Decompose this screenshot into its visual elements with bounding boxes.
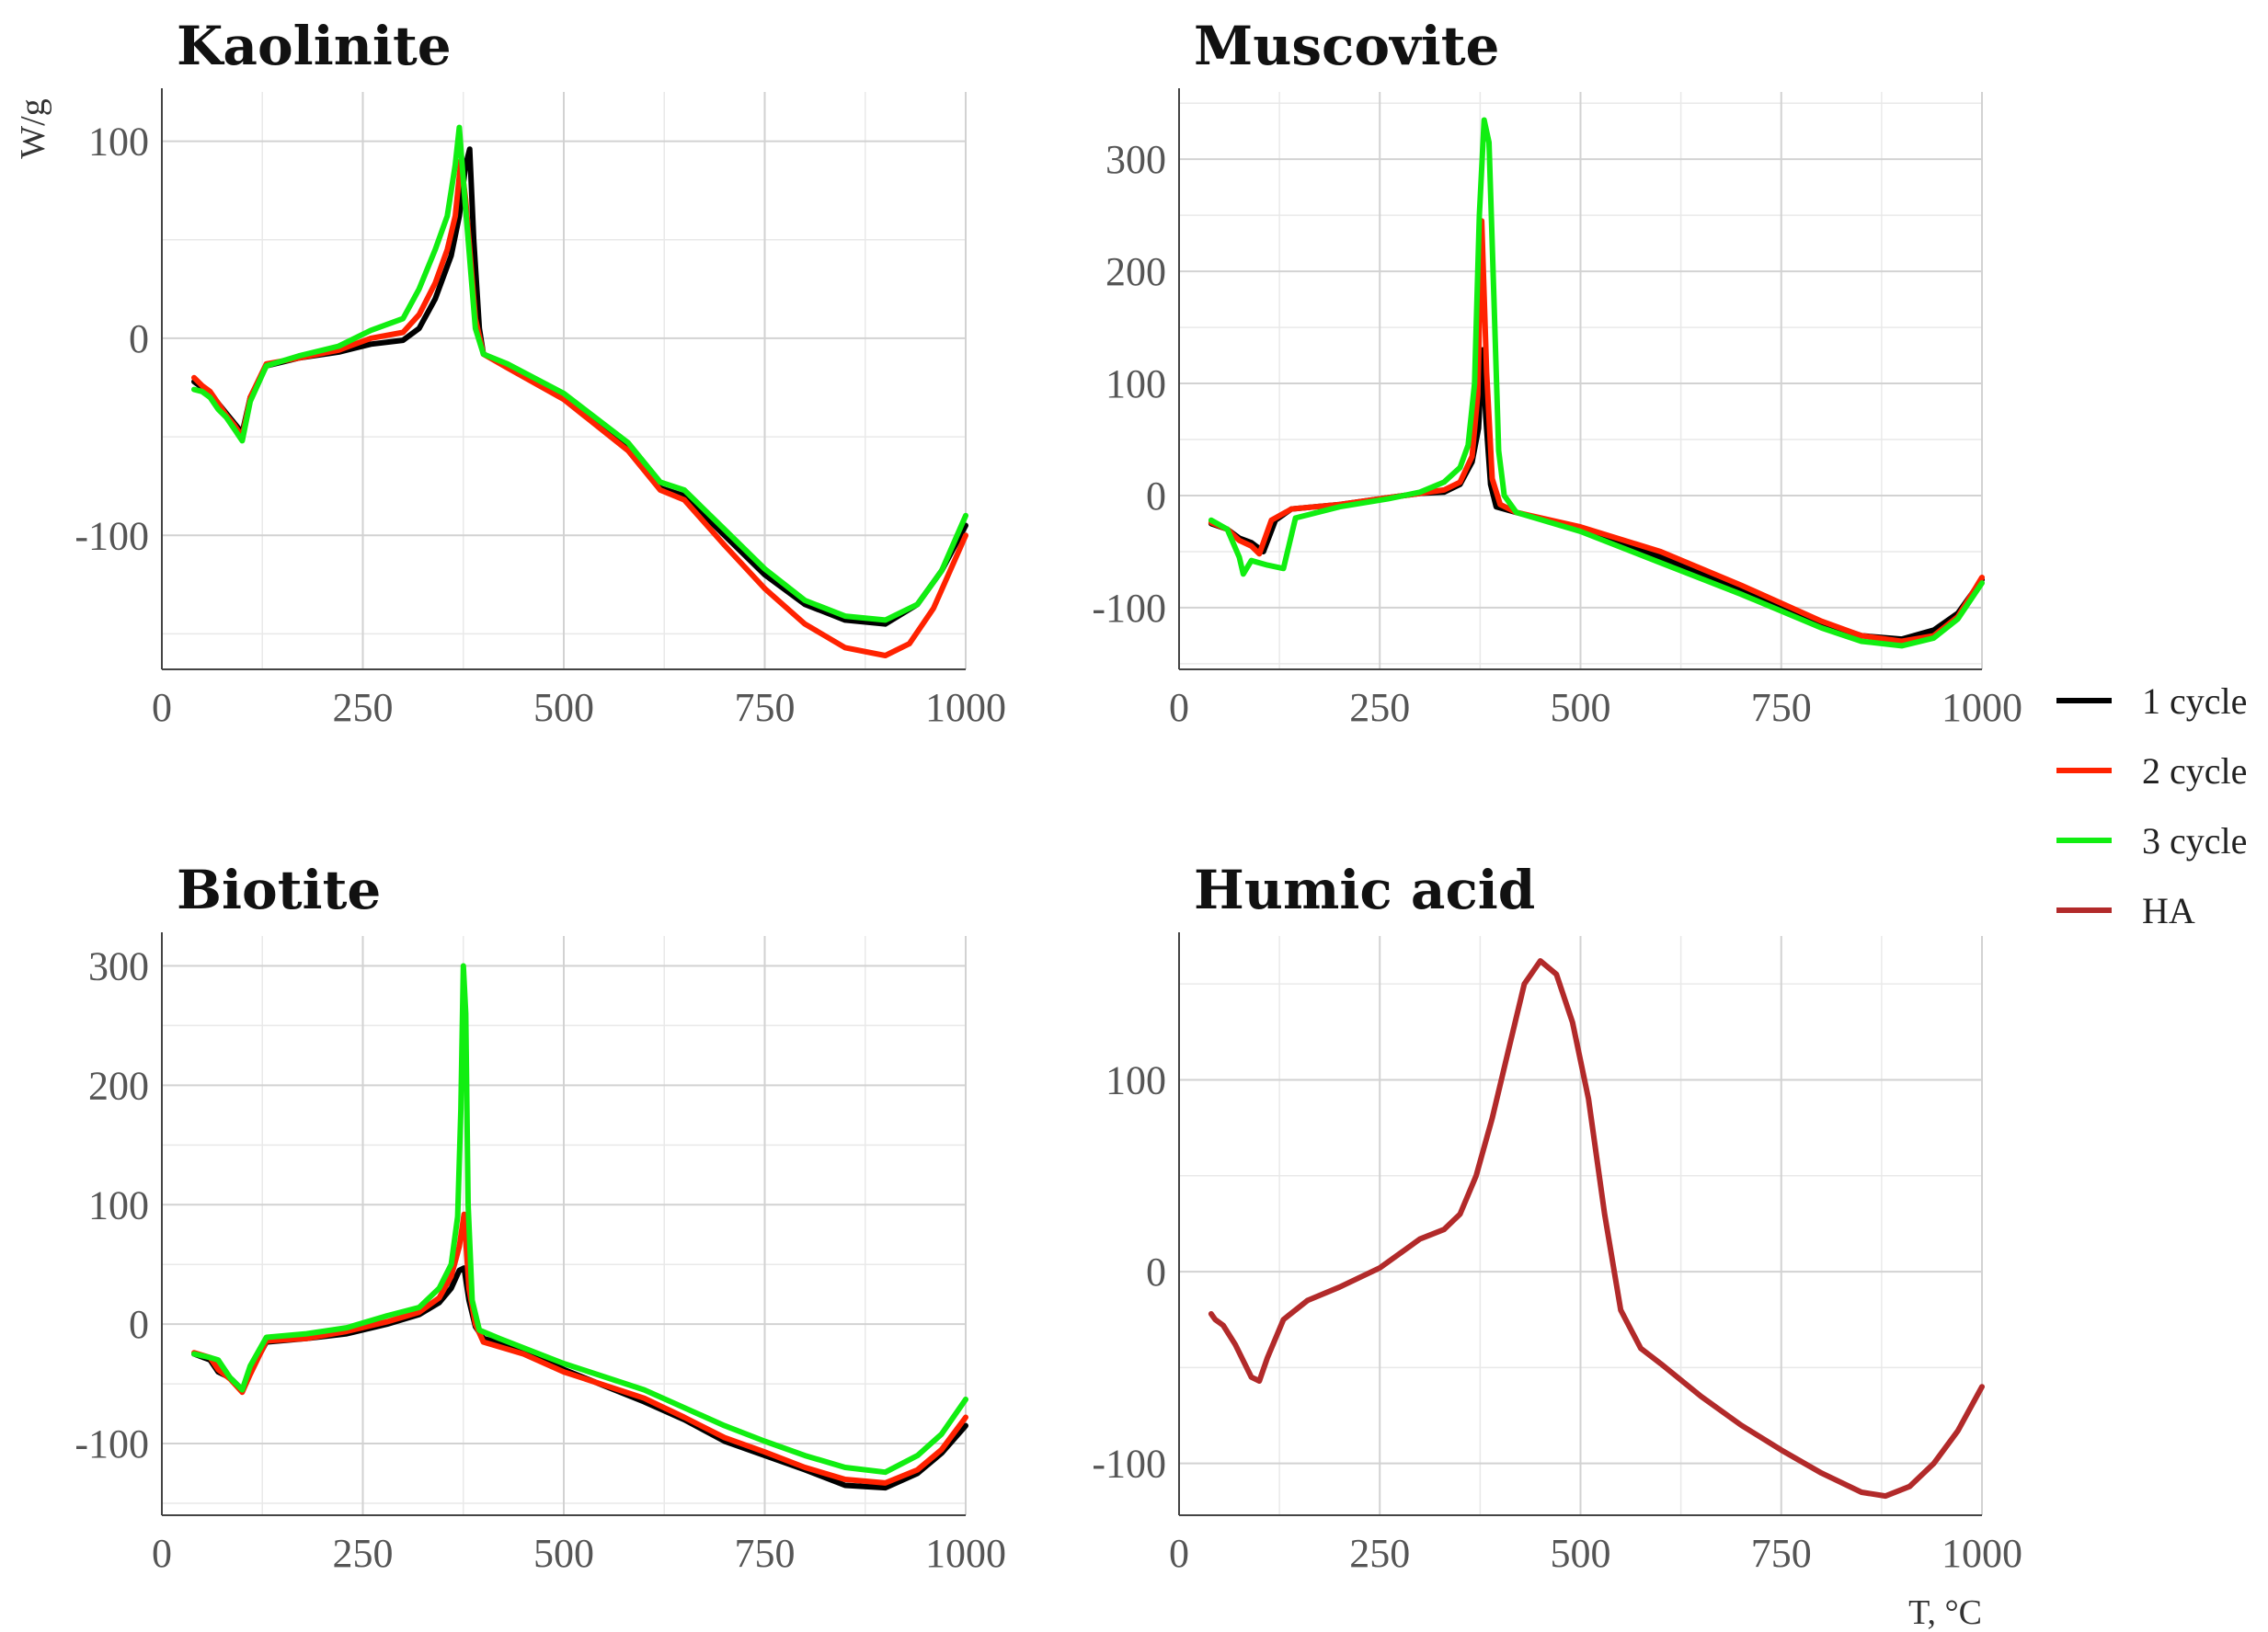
x-tick-label: 1000 bbox=[1942, 685, 2022, 730]
x-tick-label: 250 bbox=[333, 685, 394, 730]
y-tick-label: 100 bbox=[1105, 1057, 1166, 1102]
x-tick-label: 0 bbox=[1169, 685, 1189, 730]
x-tick-label: 500 bbox=[1551, 1531, 1611, 1576]
series-line-3-cycle bbox=[1208, 117, 1985, 649]
x-axis-label: T, °C bbox=[1908, 1593, 1982, 1632]
x-tick-label: 500 bbox=[1551, 685, 1611, 730]
y-tick-label: 300 bbox=[88, 943, 149, 988]
y-tick-label: 100 bbox=[88, 1182, 149, 1227]
y-tick-label: 0 bbox=[129, 1302, 149, 1347]
y-tick-label: 300 bbox=[1105, 137, 1166, 182]
y-tick-label: 0 bbox=[129, 316, 149, 361]
x-tick-label: 0 bbox=[152, 1531, 172, 1576]
series-line-3-cycle bbox=[191, 963, 968, 1476]
series-line-ha bbox=[1208, 958, 1985, 1500]
y-tick-label: 100 bbox=[1105, 361, 1166, 406]
x-tick-label: 500 bbox=[533, 1531, 594, 1576]
x-tick-label: 1000 bbox=[925, 1531, 1006, 1576]
x-tick-label: 0 bbox=[1169, 1531, 1189, 1576]
y-tick-label: 0 bbox=[1146, 1250, 1166, 1295]
y-tick-label: 200 bbox=[1105, 249, 1166, 294]
panel-title: Muscovite bbox=[1194, 15, 1499, 77]
x-tick-label: 750 bbox=[735, 1531, 796, 1576]
series-line-2-cycle bbox=[1208, 218, 1985, 645]
chart-panel-2: 0 250 500 750 1000 -100 0 100 200 300 Muscovite bbox=[1092, 15, 2022, 730]
panel-title: Kaolinite bbox=[177, 15, 452, 77]
legend-item: HA bbox=[2056, 890, 2195, 931]
legend-label: 1 cycle bbox=[2142, 680, 2247, 722]
y-tick-label: -100 bbox=[1092, 1442, 1166, 1487]
y-tick-label: -100 bbox=[74, 513, 149, 558]
chart-legend: 1 cycle 2 cycle 3 cycle HA bbox=[2056, 680, 2247, 931]
y-tick-label: -100 bbox=[1092, 586, 1166, 631]
legend-item: 2 cycle bbox=[2056, 750, 2247, 792]
legend-label: HA bbox=[2142, 890, 2195, 931]
x-tick-label: 750 bbox=[1751, 685, 1812, 730]
chart-panel-1: 0 250 500 750 1000 -100 0 100 Kaolinite W/g bbox=[14, 15, 1006, 730]
panel-title: Biotite bbox=[177, 859, 381, 921]
x-tick-label: 750 bbox=[735, 685, 796, 730]
x-tick-label: 1000 bbox=[925, 685, 1006, 730]
x-tick-label: 0 bbox=[152, 685, 172, 730]
chart-panel-3: 0 250 500 750 1000 -100 0 100 200 300 Biotite bbox=[74, 859, 1006, 1576]
y-tick-label: 200 bbox=[88, 1063, 149, 1108]
y-tick-label: 0 bbox=[1146, 474, 1166, 519]
x-tick-label: 250 bbox=[1349, 1531, 1410, 1576]
x-tick-label: 500 bbox=[533, 685, 594, 730]
x-tick-label: 750 bbox=[1751, 1531, 1812, 1576]
y-axis-label: W/g bbox=[14, 98, 52, 158]
y-tick-label: -100 bbox=[74, 1421, 149, 1467]
legend-item: 3 cycle bbox=[2056, 820, 2247, 862]
legend-item: 1 cycle bbox=[2056, 680, 2247, 722]
x-tick-label: 1000 bbox=[1942, 1531, 2022, 1576]
legend-label: 3 cycle bbox=[2142, 820, 2247, 862]
x-tick-label: 250 bbox=[333, 1531, 394, 1576]
legend-label: 2 cycle bbox=[2142, 750, 2247, 792]
panel-title: Humic acid bbox=[1194, 859, 1535, 921]
series-line-3-cycle bbox=[191, 124, 968, 623]
y-tick-label: 100 bbox=[88, 120, 149, 165]
x-tick-label: 250 bbox=[1349, 685, 1410, 730]
